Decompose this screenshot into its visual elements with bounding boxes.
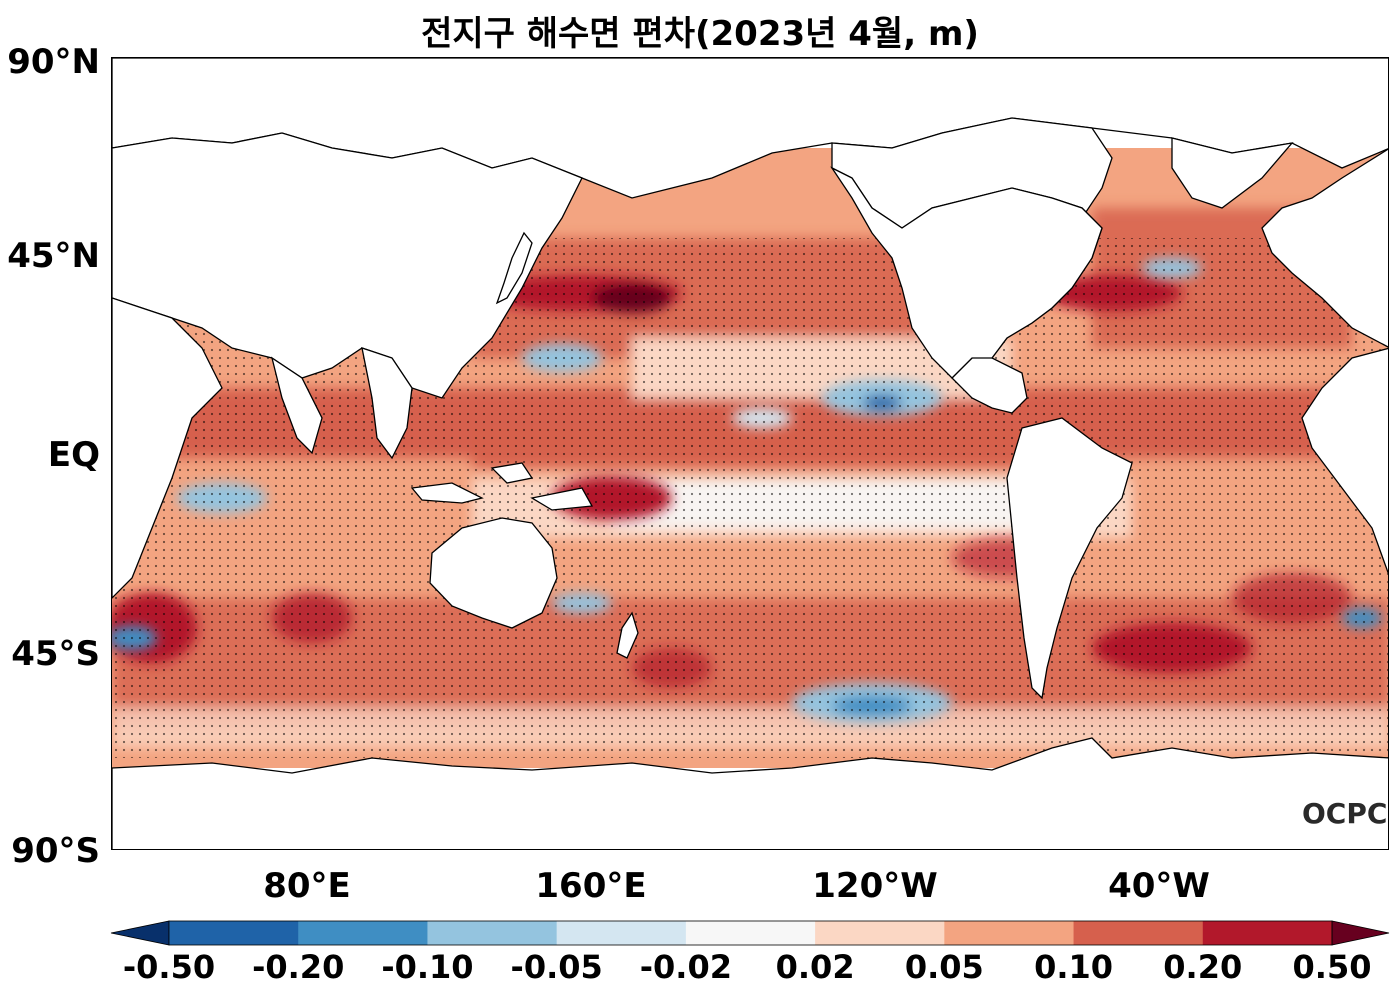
colorbar-segment	[169, 921, 299, 945]
colorbar-tick-label: -0.10	[381, 948, 474, 986]
colorbar-segment	[427, 921, 558, 945]
land-masses	[112, 58, 1388, 849]
colorbar-segment	[298, 921, 428, 945]
colorbar-border	[168, 920, 1333, 946]
lon-label-80e: 80°E	[263, 866, 351, 906]
lon-label-160e: 160°E	[535, 866, 647, 906]
colorbar-segment	[1073, 921, 1204, 945]
lon-label-120w: 120°W	[812, 866, 938, 906]
lat-label-90s: 90°S	[11, 831, 100, 871]
colorbar-tick-label: -0.50	[122, 948, 216, 986]
colorbar-tick-label: -0.02	[639, 948, 732, 986]
lat-label-45s: 45°S	[11, 634, 100, 674]
colorbar-tick-label: 0.20	[1163, 948, 1243, 986]
map-frame: OCPC	[111, 57, 1389, 850]
lat-label-45n: 45°N	[7, 236, 100, 276]
colorbar-extend-high	[1331, 920, 1390, 946]
colorbar-tick-label: 0.02	[775, 948, 855, 986]
colorbar-segment	[944, 921, 1075, 945]
colorbar	[110, 920, 1390, 946]
colorbar-tick-label: -0.20	[252, 948, 345, 986]
lat-label-90n: 90°N	[7, 42, 100, 82]
colorbar-extend-low	[110, 920, 170, 946]
lon-label-40w: 40°W	[1108, 866, 1210, 906]
sea-level-anomaly-map: OCPC	[112, 58, 1388, 849]
chart-title: 전지구 해수면 편차(2023년 4월, m)	[421, 14, 979, 54]
colorbar-segment	[685, 921, 816, 945]
colorbar-segment	[815, 921, 945, 945]
colorbar-tick-label: 0.50	[1292, 948, 1372, 986]
colorbar-segment	[1202, 921, 1333, 945]
ocpc-watermark: OCPC	[1302, 797, 1387, 830]
lat-label-eq: EQ	[47, 435, 100, 475]
colorbar-tick-label: 0.10	[1034, 948, 1114, 986]
colorbar-tick-label: 0.05	[904, 948, 984, 986]
colorbar-segment	[556, 921, 687, 945]
colorbar-tick-label: -0.05	[510, 948, 603, 986]
